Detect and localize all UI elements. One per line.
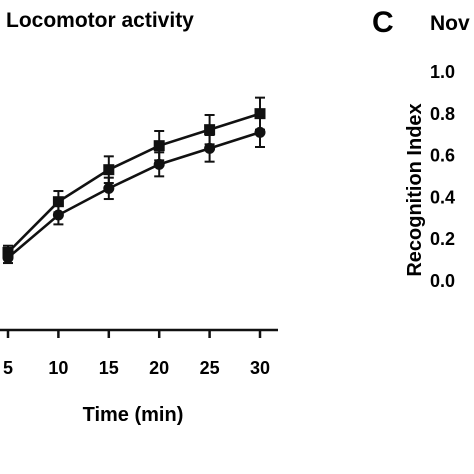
x-tick-label: 20 [149, 358, 169, 378]
panel-label-c: C [372, 6, 394, 39]
locomotor-x-ticks: 5 10 15 20 25 30 [3, 330, 270, 378]
locomotor-plot-area: 5 10 15 20 25 30 [0, 96, 278, 378]
data-point-square [153, 140, 165, 152]
data-point-square [103, 164, 115, 176]
data-point-circle [204, 142, 216, 154]
recognition-y-axis-label: Recognition Index [404, 103, 426, 276]
y-tick-label: 0.0 [430, 271, 455, 291]
y-tick-label: 0.6 [430, 146, 455, 166]
locomotor-series [2, 96, 266, 265]
recognition-chart-title: Nov [430, 12, 470, 35]
data-point-square [52, 196, 64, 208]
y-tick-label: 0.8 [430, 104, 455, 124]
data-point-circle [153, 158, 165, 170]
data-point-circle [52, 209, 64, 221]
y-tick-label: 0.2 [430, 229, 455, 249]
y-tick-label: 1.0 [430, 62, 455, 82]
data-point-circle [2, 252, 14, 264]
x-tick-label: 25 [200, 358, 220, 378]
series-square [2, 96, 266, 261]
recognition-y-ticks: 1.0 0.8 0.6 0.4 0.2 0.0 [430, 62, 455, 291]
y-tick-label: 0.4 [430, 187, 455, 207]
series-circle [2, 116, 266, 265]
data-point-circle [103, 182, 115, 194]
x-tick-label: 30 [250, 358, 270, 378]
locomotor-x-axis-label: Time (min) [83, 404, 184, 426]
x-tick-label: 5 [3, 358, 13, 378]
locomotor-chart-title: Locomotor activity [6, 9, 194, 32]
x-tick-label: 15 [99, 358, 119, 378]
series-line [7, 131, 261, 259]
data-point-circle [254, 126, 266, 138]
data-point-square [254, 108, 266, 120]
x-tick-label: 10 [48, 358, 68, 378]
series-line [7, 112, 261, 254]
data-point-square [204, 124, 216, 136]
